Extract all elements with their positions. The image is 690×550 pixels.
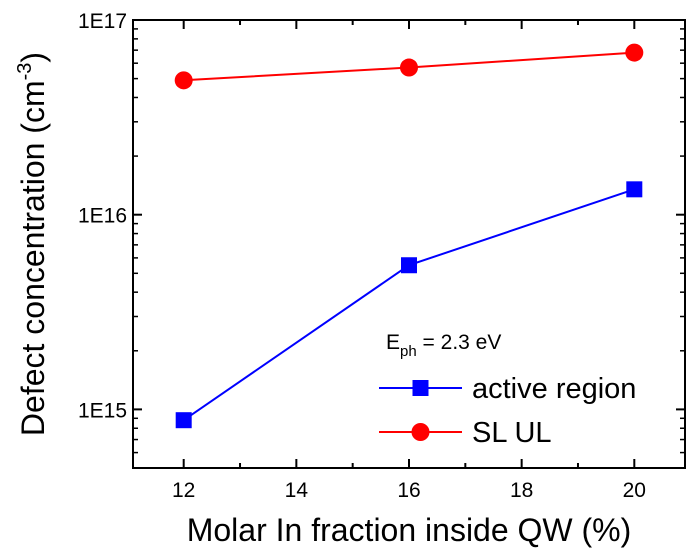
data-point-square [175, 412, 192, 429]
x-tick-label: 20 [623, 479, 646, 502]
legend-marker-circle [411, 423, 430, 441]
annotation-subscript: ph [400, 343, 417, 360]
data-point-circle [400, 58, 418, 77]
x-tick-label: 14 [285, 479, 309, 502]
legend-item: SL UL [379, 417, 552, 449]
y-tick-label: 1E16 [78, 205, 127, 228]
annotation-main: E [386, 331, 400, 354]
tick-labels: 12 14 16 18 20 1E15 1E16 1E17 [78, 10, 646, 502]
legend-marker-square [412, 380, 429, 396]
series-sl-ul [174, 43, 644, 90]
axis-ticks [133, 19, 685, 469]
annotation-rest: = 2.3 eV [417, 331, 502, 354]
y-axis-title-main: Defect concentration (cm [15, 80, 51, 436]
series-active-region [175, 181, 643, 429]
data-point-square [626, 181, 643, 198]
y-axis-title-suffix: ) [15, 52, 51, 63]
y-tick-label: 1E15 [78, 399, 127, 422]
x-tick-label: 16 [397, 479, 420, 502]
x-axis-title: Molar In fraction inside QW (%) [187, 512, 632, 548]
legend-item: active region [379, 373, 636, 405]
legend: active region SL UL [379, 373, 636, 449]
x-tick-label: 12 [172, 479, 195, 502]
photon-energy-annotation: Eph = 2.3 eV [386, 331, 501, 360]
y-axis-title: Defect concentration (cm-3) [14, 52, 51, 436]
x-tick-label: 18 [510, 479, 533, 502]
legend-label: active region [472, 373, 636, 405]
legend-label: SL UL [472, 417, 552, 449]
data-point-circle [174, 71, 193, 90]
data-point-circle [625, 43, 644, 62]
data-series [174, 43, 644, 429]
y-tick-label: 1E17 [78, 10, 127, 33]
data-point-square [401, 257, 417, 274]
y-axis-title-superscript: -3 [14, 63, 36, 81]
